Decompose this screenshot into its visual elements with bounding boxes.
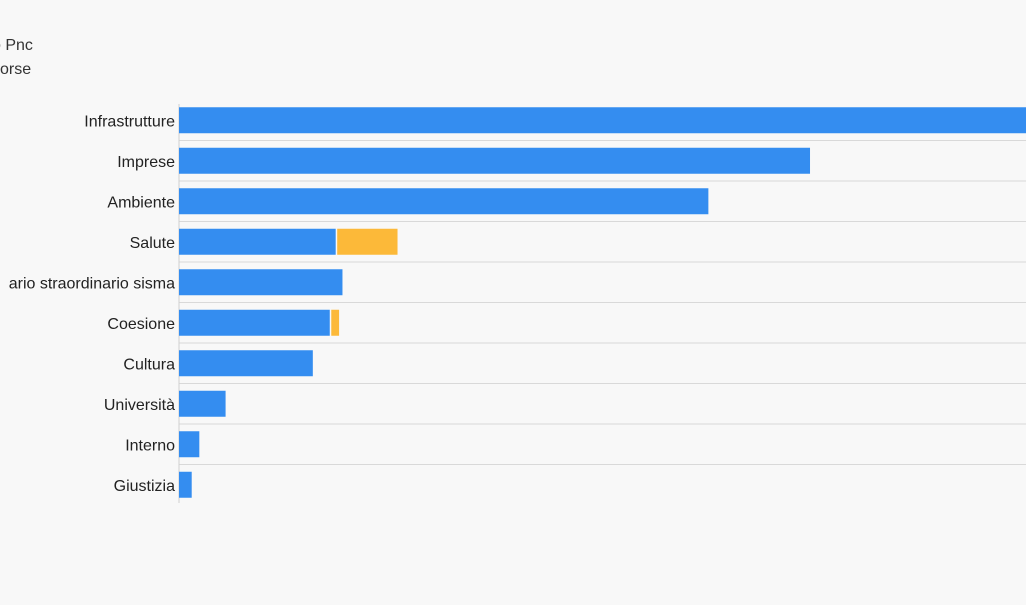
bar-segment (331, 309, 340, 336)
category-label: Cultura (123, 356, 175, 373)
category-label: Coesione (107, 316, 175, 333)
bar-segment (179, 471, 192, 498)
bar-segment (179, 269, 343, 296)
bar-segment (179, 350, 313, 377)
legend-label-1: o Pnc (0, 37, 33, 54)
bar-segment (179, 147, 811, 174)
category-label: Salute (130, 235, 175, 252)
bar-segment (179, 228, 336, 255)
category-label: ario straordinario sisma (9, 275, 175, 292)
category-label: Ambiente (107, 194, 175, 211)
category-label: Infrastrutture (84, 113, 175, 130)
bar-segment (179, 309, 330, 336)
bar-segment (179, 390, 226, 417)
category-label: Interno (125, 437, 175, 454)
category-label: Università (104, 397, 175, 414)
category-label: Imprese (117, 154, 175, 171)
bar-segment (179, 188, 709, 215)
category-label: Giustizia (114, 478, 175, 495)
bar-segment (179, 431, 200, 458)
bar-segment (337, 228, 398, 255)
bar-segment (179, 107, 1026, 134)
legend-label-2: sorse (0, 61, 32, 78)
